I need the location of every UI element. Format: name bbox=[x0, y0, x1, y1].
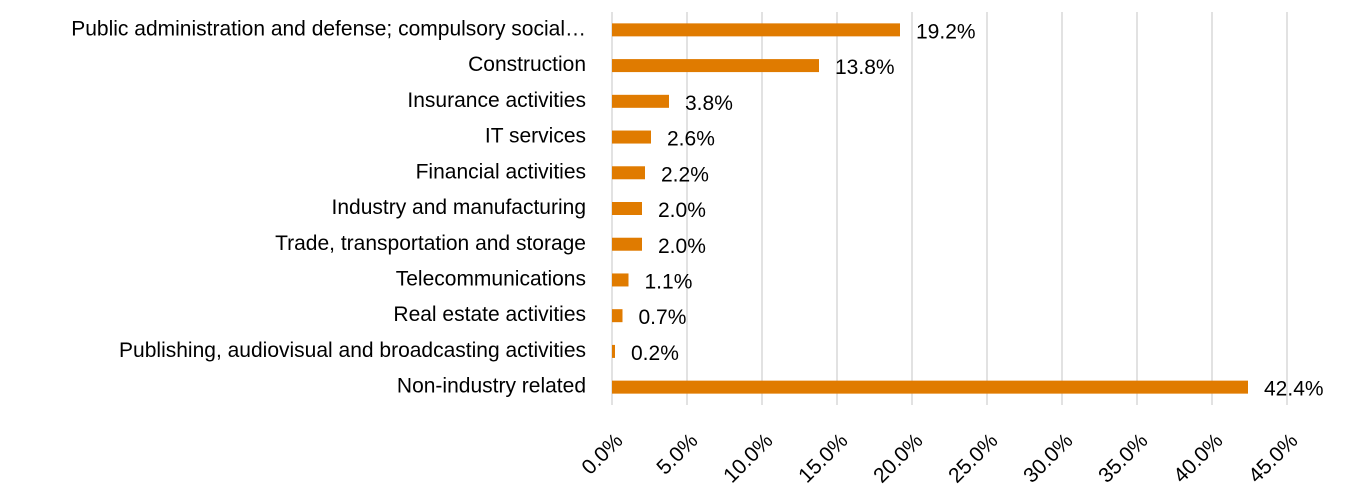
bar bbox=[612, 94, 669, 108]
data-label: 0.2% bbox=[631, 342, 679, 365]
data-label: 13.8% bbox=[835, 56, 895, 79]
y-tick-label: IT services bbox=[485, 125, 586, 148]
y-tick-label: Financial activities bbox=[416, 160, 586, 183]
data-label: 19.2% bbox=[916, 20, 976, 43]
data-label: 1.1% bbox=[645, 271, 693, 294]
x-tick-label: 30.0% bbox=[1019, 429, 1077, 487]
x-tick-label: 15.0% bbox=[794, 429, 852, 487]
data-label: 2.0% bbox=[658, 199, 706, 222]
x-tick-label: 45.0% bbox=[1244, 429, 1302, 487]
x-tick-label: 40.0% bbox=[1169, 429, 1227, 487]
data-label: 3.8% bbox=[685, 92, 733, 115]
data-label: 2.2% bbox=[661, 163, 709, 186]
data-label: 42.4% bbox=[1264, 378, 1324, 401]
bar bbox=[612, 273, 629, 287]
y-tick-label: Insurance activities bbox=[407, 89, 586, 112]
bar bbox=[612, 59, 819, 73]
y-tick-label: Public administration and defense; compu… bbox=[71, 17, 586, 40]
y-tick-label: Real estate activities bbox=[393, 303, 586, 326]
x-tick-label: 20.0% bbox=[869, 429, 927, 487]
x-tick-label: 35.0% bbox=[1094, 429, 1152, 487]
y-tick-label: Trade, transportation and storage bbox=[275, 232, 586, 255]
y-tick-label: Telecommunications bbox=[396, 268, 586, 291]
data-label: 2.0% bbox=[658, 235, 706, 258]
x-tick-label: 10.0% bbox=[719, 429, 777, 487]
bar bbox=[612, 380, 1248, 394]
x-tick-label: 25.0% bbox=[944, 429, 1002, 487]
bar bbox=[612, 23, 900, 37]
bar bbox=[612, 309, 623, 323]
data-label: 0.7% bbox=[639, 306, 687, 329]
bar bbox=[612, 202, 642, 215]
data-label: 2.6% bbox=[667, 128, 715, 151]
bar bbox=[612, 166, 645, 180]
bar bbox=[612, 344, 615, 358]
y-tick-label: Industry and manufacturing bbox=[332, 196, 586, 219]
y-tick-label: Publishing, audiovisual and broadcasting… bbox=[119, 339, 586, 362]
x-tick-label: 5.0% bbox=[652, 429, 702, 479]
y-tick-label: Non-industry related bbox=[397, 375, 586, 398]
x-tick-label: 0.0% bbox=[577, 429, 627, 479]
bar bbox=[612, 130, 651, 144]
y-tick-label: Construction bbox=[468, 53, 586, 76]
bar bbox=[612, 237, 642, 251]
